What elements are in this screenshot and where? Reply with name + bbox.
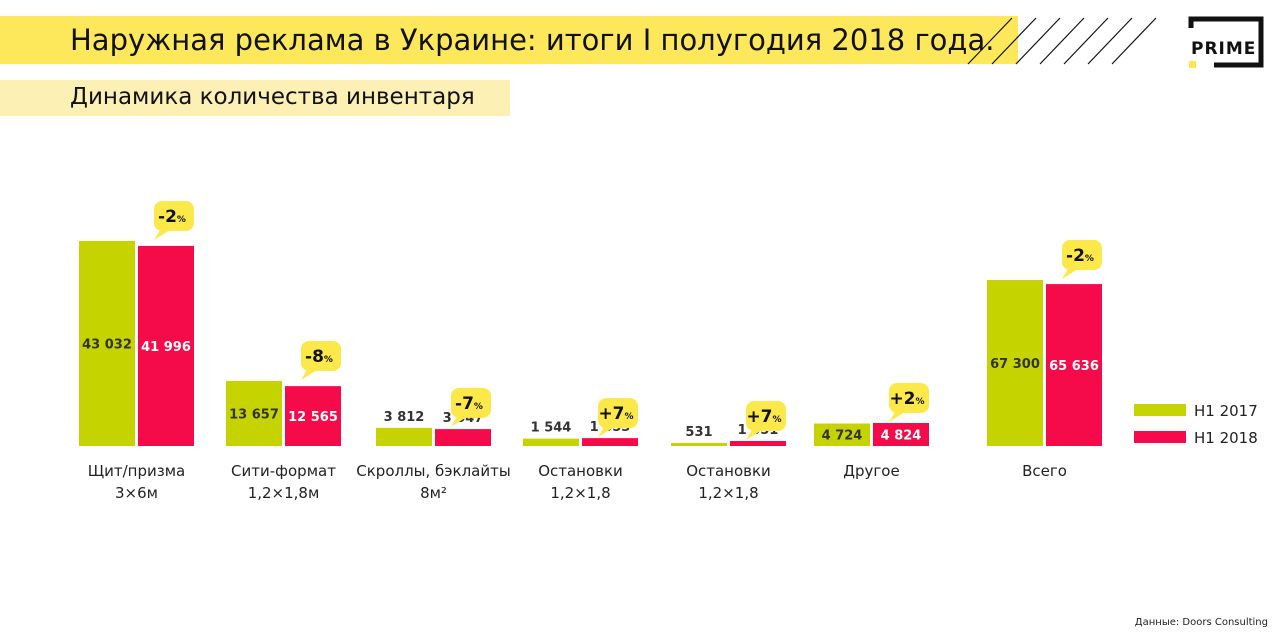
prime-logo: PRIME xyxy=(1188,16,1264,68)
bar-h1-2017 xyxy=(814,423,870,446)
badge-tail xyxy=(451,416,467,427)
badge-bubble xyxy=(154,201,194,231)
bar-h1-2017 xyxy=(671,443,727,446)
change-badge: +7% xyxy=(746,400,786,440)
badge-tail xyxy=(154,230,170,240)
category-label: 3×6м xyxy=(115,484,158,502)
category-label: Скроллы, бэклайты xyxy=(356,462,510,480)
change-badge: +7% xyxy=(598,398,638,438)
badge-bubble xyxy=(1062,240,1102,270)
category-label: Сити-формат xyxy=(231,462,336,480)
change-label: -2% xyxy=(1066,246,1094,266)
data-label: 43 032 xyxy=(82,338,132,353)
data-label: 3 812 xyxy=(384,410,425,425)
legend-swatch-h1-2017 xyxy=(1134,404,1186,416)
page-subtitle: Динамика количества инвентаря xyxy=(70,84,475,110)
change-badge: -7% xyxy=(451,387,491,427)
source-note: Данные: Doors Consulting xyxy=(1134,617,1268,628)
change-label: -8% xyxy=(305,347,333,367)
data-label: 13 657 xyxy=(229,407,279,422)
bar-h1-2017 xyxy=(79,241,135,446)
badge-tail xyxy=(889,412,905,423)
bar-h1-2017 xyxy=(523,438,579,446)
change-label: +7% xyxy=(746,407,781,427)
category-label: Остановки xyxy=(538,462,623,480)
change-badge: -2% xyxy=(154,201,194,240)
bar-h1-2017 xyxy=(376,427,432,446)
legend-label: H1 2018 xyxy=(1194,429,1258,447)
badge-bubble xyxy=(598,398,638,429)
logo-text: PRIME xyxy=(1191,39,1256,59)
data-label: 4 724 xyxy=(822,429,863,444)
bar-h1-2018 xyxy=(138,245,194,446)
data-label: 4 824 xyxy=(881,429,922,444)
badge-bubble xyxy=(301,340,341,371)
bar-h1-2018 xyxy=(730,440,786,446)
category-label: 1,2×1,8 xyxy=(550,484,610,502)
bar-h1-2017 xyxy=(987,280,1043,446)
bar-h1-2018 xyxy=(435,429,491,446)
category-label: Остановки xyxy=(686,462,771,480)
change-label: +2% xyxy=(889,389,924,409)
change-label: -2% xyxy=(158,207,186,227)
category-label: 1,2×1,8м xyxy=(248,484,320,502)
page-title: Наружная реклама в Украине: итоги I полу… xyxy=(70,23,995,57)
data-label: 531 xyxy=(685,425,712,440)
change-label: -7% xyxy=(455,394,483,414)
bar-h1-2018 xyxy=(873,423,929,446)
category-label: 1,2×1,8 xyxy=(698,484,758,502)
badge-tail xyxy=(746,429,762,440)
change-badge: -8% xyxy=(301,340,341,380)
title-band xyxy=(0,16,1018,64)
category-label: Всего xyxy=(1022,462,1067,480)
data-label: 1 544 xyxy=(531,421,572,436)
data-label: 12 565 xyxy=(288,410,338,425)
badge-bubble xyxy=(451,387,491,418)
bar-h1-2018 xyxy=(582,438,638,446)
data-label: 65 636 xyxy=(1049,359,1099,374)
category-label: Щит/призма xyxy=(88,462,186,480)
decorative-stripes xyxy=(967,17,1157,65)
legend-label: H1 2017 xyxy=(1194,402,1258,420)
data-label: 67 300 xyxy=(990,357,1040,372)
change-badge: -2% xyxy=(1062,240,1102,279)
bar-h1-2018 xyxy=(1046,284,1102,446)
legend-swatch-h1-2018 xyxy=(1134,431,1186,443)
badge-tail xyxy=(301,369,317,380)
change-badge: +2% xyxy=(889,383,929,423)
badge-tail xyxy=(598,427,614,438)
badge-bubble xyxy=(746,400,786,431)
bar-h1-2017 xyxy=(226,380,282,446)
category-label: 8м² xyxy=(420,484,447,502)
bar-h1-2018 xyxy=(285,386,341,446)
data-label: 41 996 xyxy=(141,340,191,355)
badge-tail xyxy=(1062,269,1078,279)
category-label: Другое xyxy=(843,462,899,480)
badge-bubble xyxy=(889,383,929,414)
subtitle-band xyxy=(0,80,510,116)
logo-yellow-square xyxy=(1189,61,1196,68)
change-label: +7% xyxy=(598,404,633,424)
